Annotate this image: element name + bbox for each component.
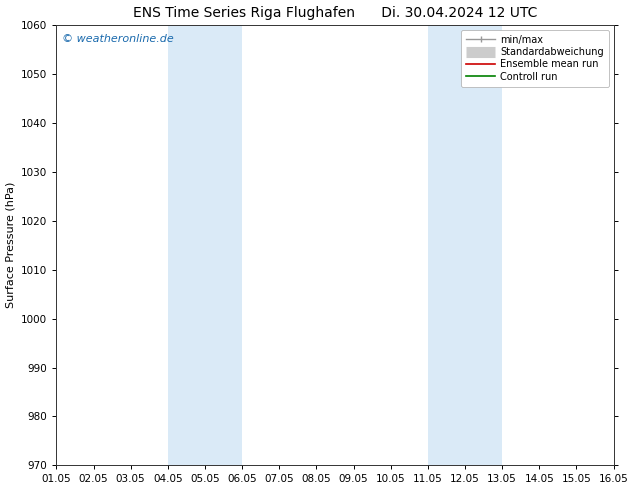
Y-axis label: Surface Pressure (hPa): Surface Pressure (hPa) <box>6 182 16 308</box>
Text: © weatheronline.de: © weatheronline.de <box>62 34 174 44</box>
Bar <box>428 25 502 465</box>
Legend: min/max, Standardabweichung, Ensemble mean run, Controll run: min/max, Standardabweichung, Ensemble me… <box>462 30 609 87</box>
Bar <box>168 25 242 465</box>
Title: ENS Time Series Riga Flughafen      Di. 30.04.2024 12 UTC: ENS Time Series Riga Flughafen Di. 30.04… <box>133 5 537 20</box>
